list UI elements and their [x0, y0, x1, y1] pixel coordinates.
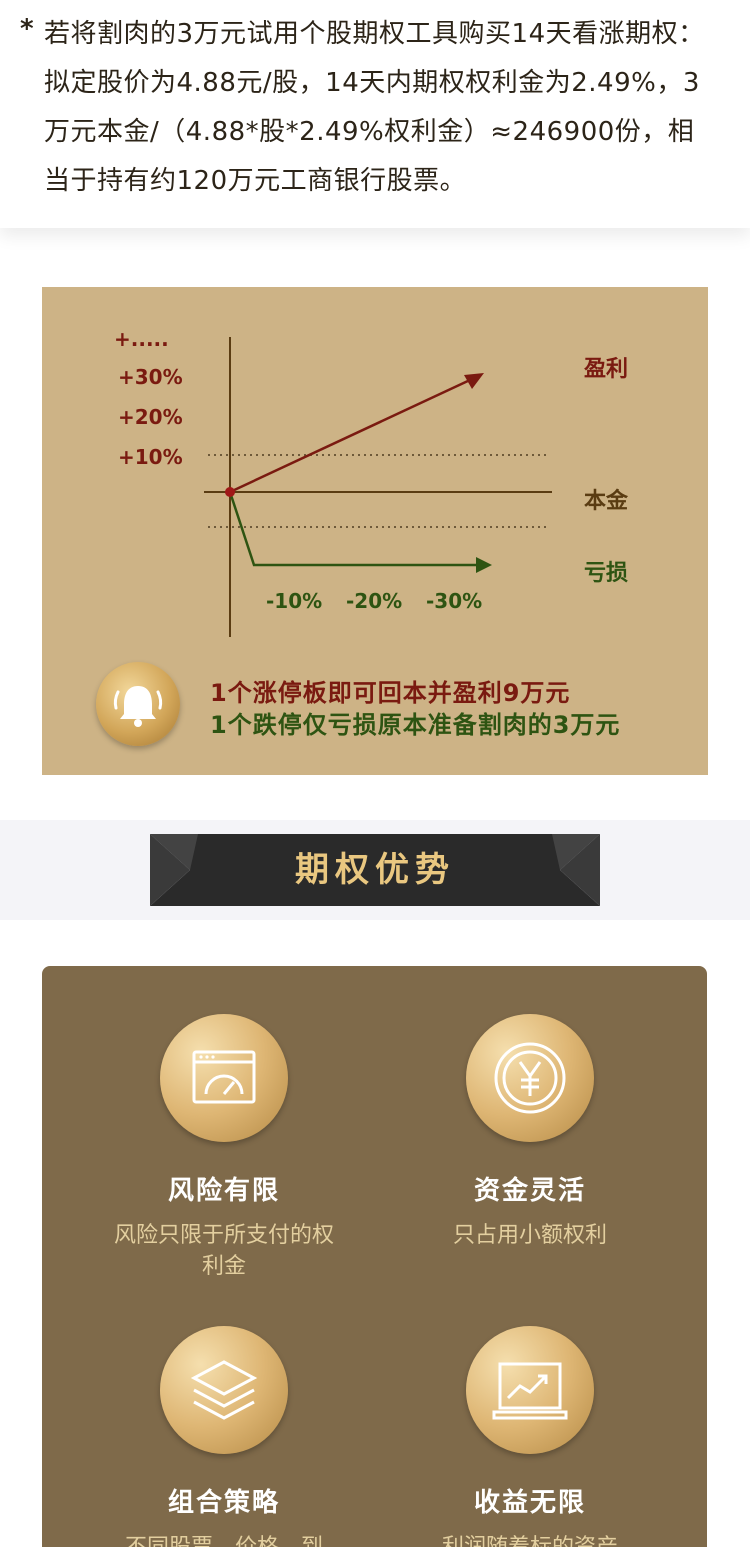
feature-title: 风险有限 — [167, 1176, 280, 1206]
feature-desc: 不同股票、价格、到 — [114, 1532, 334, 1547]
alert-loss-text: 1个跌停仅亏损原本准备割肉的3万元 — [210, 711, 621, 739]
payoff-diagram: +..... +30% +20% +10% -10% -20% -30% 盈利 … — [42, 287, 708, 775]
label-principal: 本金 — [584, 489, 629, 514]
profit-line — [229, 378, 471, 494]
y-tick-30: +30% — [118, 365, 183, 389]
feature-desc: 只占用小额权利 — [452, 1223, 607, 1248]
payoff-diagram-lines — [204, 337, 552, 637]
feature-desc: 利润随着标的资产 — [420, 1532, 640, 1547]
y-tick-top: +..... — [114, 327, 169, 351]
x-tick-30: -30% — [426, 589, 483, 613]
feature-desc: 风险只限于所支付的权利金 — [114, 1223, 335, 1279]
y-tick-20: +20% — [118, 405, 183, 429]
label-profit: 盈利 — [584, 357, 629, 382]
feature-title: 资金灵活 — [473, 1176, 586, 1206]
gauge-icon — [160, 1014, 288, 1142]
note-text: 若将割肉的3万元试用个股期权工具购买14天看涨期权：拟定股价为4.88元/股，1… — [44, 19, 705, 196]
alert-profit-text: 1个涨停板即可回本并盈利9万元 — [210, 679, 571, 707]
loss-line — [228, 491, 482, 567]
section-title: 期权优势 — [295, 850, 455, 890]
origin-dot — [225, 487, 235, 497]
profit-arrowhead — [464, 373, 484, 389]
loss-arrowhead — [476, 557, 492, 573]
yen-coin-icon — [466, 1014, 594, 1142]
layers-icon — [160, 1326, 288, 1454]
chart-monitor-icon — [466, 1326, 594, 1454]
x-tick-10: -10% — [266, 589, 323, 613]
feature-title: 组合策略 — [167, 1488, 280, 1518]
label-loss: 亏损 — [584, 561, 629, 586]
note-star: * — [20, 14, 34, 44]
x-tick-20: -20% — [346, 589, 403, 613]
section-banner — [150, 834, 600, 906]
feature-title: 收益无限 — [473, 1488, 586, 1518]
y-tick-10: +10% — [118, 445, 183, 469]
advantages-card: 风险有限 风险只限于所支付的权利金 资金灵活 只占用小额权利 组合策略 不同股票… — [42, 966, 707, 1547]
intro-note: * 若将割肉的3万元试用个股期权工具购买14天看涨期权：拟定股价为4.88元/股… — [0, 0, 750, 228]
bell-icon — [96, 662, 180, 746]
